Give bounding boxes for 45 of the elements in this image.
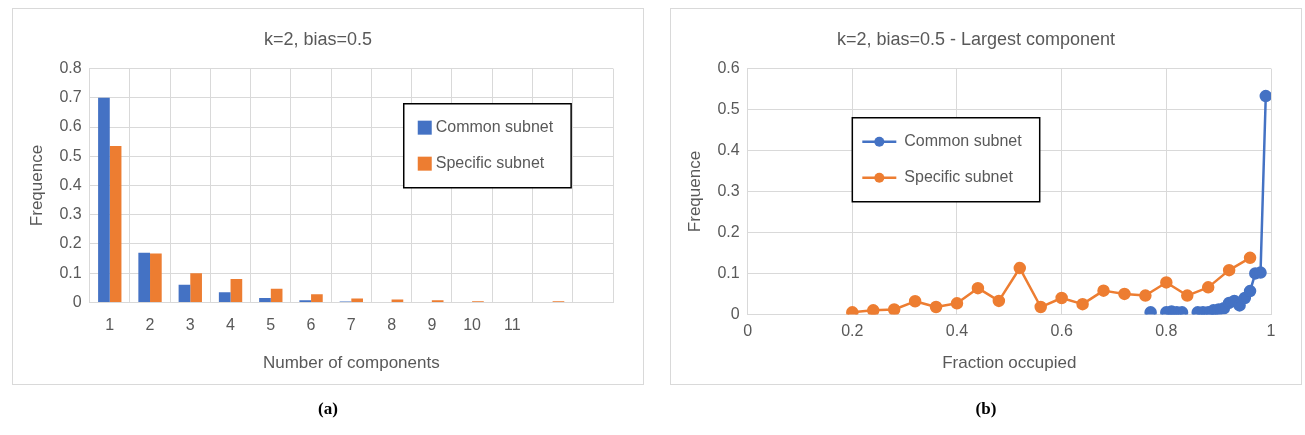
y-tick-label: 0 [730,304,740,322]
y-tick-label: 0.1 [717,263,740,281]
y-tick-label: 0.2 [59,234,82,252]
x-tick-label: 11 [504,316,521,334]
y-tick-label: 0.4 [717,140,740,158]
legend-label: Specific subnet [904,168,1014,186]
x-tick-label: 10 [463,316,482,334]
y-tick-label: 0.5 [717,99,740,117]
x-axis-title: Number of components [262,353,440,373]
x-tick-label: 9 [427,316,437,334]
text: (a) [317,399,339,419]
x-tick-label: 0 [743,322,753,340]
legend-label: Common subnet [435,118,554,136]
chart-title: k=2, bias=0.5 - Largest component [836,28,1116,49]
chart-title: k=2, bias=0.5 [263,28,373,49]
x-tick-label: 7 [346,316,356,334]
x-tick-label: 0.2 [841,322,864,340]
y-tick-label: 0.2 [717,222,740,240]
legend-label: Specific subnet [435,154,545,172]
x-tick-label: 0.8 [1155,322,1178,340]
x-tick-label: 6 [306,316,316,334]
y-tick-label: 0.7 [59,88,82,106]
x-tick-label: 0.4 [945,322,969,340]
y-axis-title: Frequence [26,144,46,227]
x-axis-title: Fraction occupied [942,353,1077,373]
y-tick-label: 0 [72,292,82,310]
x-tick-label: 1 [1266,322,1276,340]
y-tick-label: 0.4 [59,175,82,193]
x-tick-label: 0.6 [1050,322,1073,340]
y-tick-label: 0.5 [59,146,82,164]
y-axis-title: Frequence [684,150,704,233]
x-tick-label: 5 [266,316,276,334]
y-tick-label: 0.6 [59,117,82,135]
y-tick-label: 0.8 [59,59,82,77]
x-tick-label: 8 [387,316,397,334]
legend-label: Common subnet [904,132,1023,150]
y-tick-label: 0.1 [59,263,82,281]
y-tick-label: 0.6 [717,59,740,77]
text: (b) [974,399,998,419]
x-tick-label: 4 [226,316,236,334]
y-tick-label: 0.3 [59,205,82,223]
x-tick-label: 2 [145,316,155,334]
x-tick-label: 1 [105,316,115,334]
y-tick-label: 0.3 [717,181,740,199]
x-tick-label: 3 [185,316,195,334]
